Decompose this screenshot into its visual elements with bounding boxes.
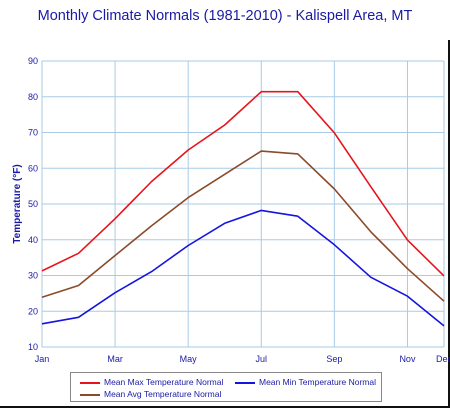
x-tick-label-mar: Mar <box>107 354 123 364</box>
legend-label-min: Mean Min Temperature Normal <box>259 377 376 387</box>
legend-item-avg: Mean Avg Temperature Normal <box>80 389 221 399</box>
x-tick-label-sep: Sep <box>326 354 342 364</box>
y-tick-label-30: 30 <box>28 271 38 281</box>
x-tick-label-jul: Jul <box>256 354 268 364</box>
y-tick-label-60: 60 <box>28 163 38 173</box>
y-tick-label-80: 80 <box>28 92 38 102</box>
series-line-min <box>41 209 445 327</box>
series-line-avg <box>41 150 445 302</box>
y-tick-label-20: 20 <box>28 306 38 316</box>
legend-item-max: Mean Max Temperature Normal <box>80 377 223 387</box>
legend-swatch-max <box>80 381 100 384</box>
y-axis: 10 20 30 40 50 60 70 80 90 <box>28 56 38 352</box>
legend-swatch-avg <box>80 393 100 396</box>
legend-swatch-min <box>235 381 255 384</box>
x-tick-label-jan: Jan <box>35 354 50 364</box>
x-tick-label-dec: Dec <box>436 354 450 364</box>
y-tick-label-10: 10 <box>28 342 38 352</box>
series-lines <box>41 90 445 327</box>
x-tick-label-may: May <box>180 354 198 364</box>
series-line-max <box>41 90 445 277</box>
legend: Mean Max Temperature Normal Mean Min Tem… <box>70 372 382 402</box>
legend-label-max: Mean Max Temperature Normal <box>104 377 224 387</box>
y-axis-label: Temperature (°F) <box>12 164 23 243</box>
y-tick-label-90: 90 <box>28 56 38 66</box>
legend-item-min: Mean Min Temperature Normal <box>235 377 376 387</box>
y-tick-label-50: 50 <box>28 199 38 209</box>
y-tick-label-70: 70 <box>28 128 38 138</box>
x-axis: Jan Mar May Jul Sep Nov Dec <box>35 354 450 364</box>
legend-label-avg: Mean Avg Temperature Normal <box>104 389 222 399</box>
y-tick-label-40: 40 <box>28 235 38 245</box>
grid <box>41 60 445 348</box>
chart-title: Monthly Climate Normals (1981-2010) - Ka… <box>37 8 413 24</box>
x-tick-label-nov: Nov <box>399 354 416 364</box>
